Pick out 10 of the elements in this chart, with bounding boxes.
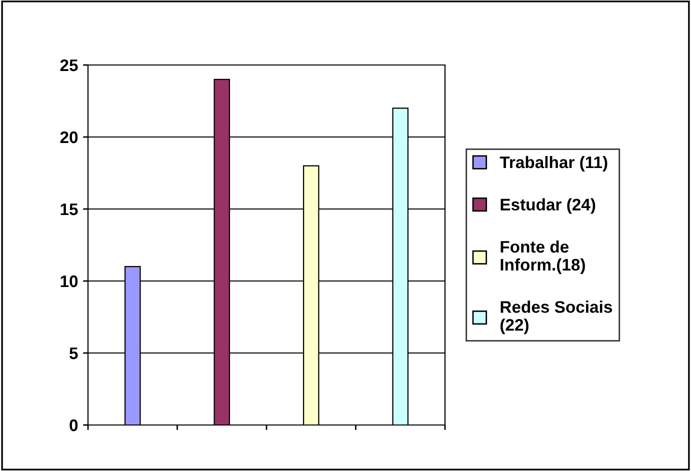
y-tick-label: 5: [70, 348, 78, 360]
legend-label: Fonte de Inform.(18): [500, 240, 585, 274]
y-tick-label: 0: [70, 419, 78, 432]
y-tick-label: 10: [60, 275, 78, 288]
legend-label: Redes Sociais (22): [500, 300, 612, 334]
legend-label: Estudar (24): [500, 198, 596, 214]
legend-label: Trabalhar (11): [500, 156, 608, 172]
y-tick-label: 15: [60, 204, 78, 216]
y-tick-label: 20: [60, 131, 78, 144]
y-tick-label: 25: [60, 59, 78, 72]
